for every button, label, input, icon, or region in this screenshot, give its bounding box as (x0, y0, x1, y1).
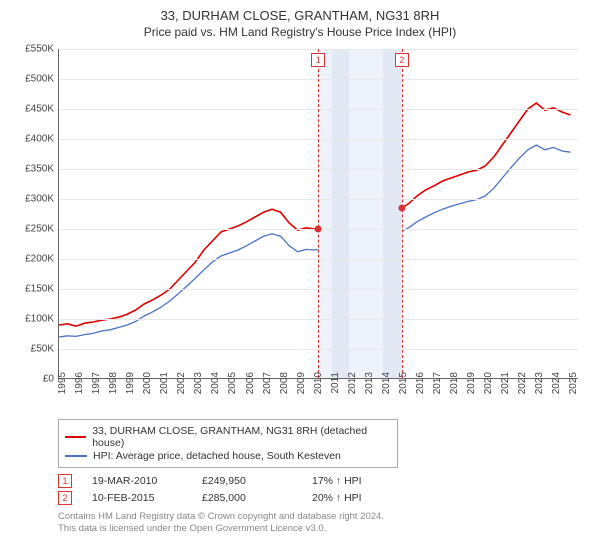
sale-number: 2 (58, 491, 72, 505)
legend-swatch (65, 436, 86, 438)
y-axis-label: £500K (12, 74, 54, 85)
x-axis-label: 2006 (245, 372, 256, 394)
sales-table: 1 19-MAR-2010£249,95017% ↑ HPI 2 10-FEB-201… (58, 474, 588, 505)
legend-label: HPI: Average price, detached house, Sout… (93, 450, 341, 462)
x-axis-label: 2001 (159, 372, 170, 394)
event-line (318, 49, 319, 378)
chart-container: 33, DURHAM CLOSE, GRANTHAM, NG31 8RH Pri… (0, 0, 600, 560)
event-line (402, 49, 403, 378)
x-axis-label: 2024 (551, 372, 562, 394)
x-axis-label: 2013 (364, 372, 375, 394)
y-axis-label: £450K (12, 104, 54, 115)
y-axis-label: £550K (12, 44, 54, 55)
x-axis-label: 2011 (330, 372, 341, 394)
y-axis-label: £400K (12, 134, 54, 145)
chart-subtitle: Price paid vs. HM Land Registry's House … (12, 25, 588, 39)
plot-area: 12 (58, 49, 578, 379)
sale-number: 1 (58, 474, 72, 488)
x-axis-label: 2012 (347, 372, 358, 394)
x-axis-label: 2017 (432, 372, 443, 394)
x-axis-label: 2016 (415, 372, 426, 394)
attribution-line2: This data is licensed under the Open Gov… (58, 523, 588, 535)
legend-item: HPI: Average price, detached house, Sout… (65, 450, 391, 462)
x-axis-label: 2007 (262, 372, 273, 394)
x-axis-label: 2018 (449, 372, 460, 394)
x-axis-label: 1998 (108, 372, 119, 394)
x-axis-label: 2015 (398, 372, 409, 394)
event-dot (398, 205, 405, 212)
x-axis-label: 2003 (193, 372, 204, 394)
attribution: Contains HM Land Registry data © Crown c… (58, 511, 588, 536)
x-axis-label: 2010 (313, 372, 324, 394)
x-axis-label: 2014 (381, 372, 392, 394)
sale-row: 1 19-MAR-2010£249,95017% ↑ HPI (58, 474, 588, 488)
sale-price: £249,950 (202, 475, 312, 487)
sale-delta: 17% ↑ HPI (312, 475, 422, 487)
y-axis-label: £350K (12, 164, 54, 175)
series-line (59, 103, 571, 326)
x-axis-label: 2009 (296, 372, 307, 394)
y-axis-label: £50K (12, 344, 54, 355)
x-axis-label: 2004 (210, 372, 221, 394)
x-axis-label: 2023 (534, 372, 545, 394)
sale-price: £285,000 (202, 492, 312, 504)
sale-delta: 20% ↑ HPI (312, 492, 422, 504)
x-axis-label: 2021 (500, 372, 511, 394)
x-axis-label: 2002 (176, 372, 187, 394)
x-axis-label: 2005 (227, 372, 238, 394)
legend-item: 33, DURHAM CLOSE, GRANTHAM, NG31 8RH (de… (65, 425, 391, 449)
x-axis-label: 1997 (91, 372, 102, 394)
chart-area: 12 £0£50K£100K£150K£200K£250K£300K£350K£… (12, 45, 588, 415)
sale-date: 10-FEB-2015 (92, 492, 202, 504)
x-axis-label: 2008 (279, 372, 290, 394)
event-marker: 1 (311, 53, 325, 67)
legend-swatch (65, 455, 87, 457)
attribution-line1: Contains HM Land Registry data © Crown c… (58, 511, 588, 523)
x-axis-label: 2020 (483, 372, 494, 394)
y-axis-label: £100K (12, 314, 54, 325)
x-axis-label: 2000 (142, 372, 153, 394)
legend: 33, DURHAM CLOSE, GRANTHAM, NG31 8RH (de… (58, 419, 398, 468)
x-axis-label: 1996 (74, 372, 85, 394)
x-axis-label: 1995 (57, 372, 68, 394)
y-axis-label: £150K (12, 284, 54, 295)
y-axis-label: £0 (12, 374, 54, 385)
legend-label: 33, DURHAM CLOSE, GRANTHAM, NG31 8RH (de… (92, 425, 391, 449)
x-axis-label: 2022 (517, 372, 528, 394)
x-axis-label: 1999 (125, 372, 136, 394)
sale-date: 19-MAR-2010 (92, 475, 202, 487)
sale-row: 2 10-FEB-2015£285,00020% ↑ HPI (58, 491, 588, 505)
chart-title: 33, DURHAM CLOSE, GRANTHAM, NG31 8RH (12, 8, 588, 23)
shaded-band (383, 49, 402, 378)
event-marker: 2 (395, 53, 409, 67)
y-axis-label: £300K (12, 194, 54, 205)
series-line (59, 145, 571, 337)
y-axis-label: £250K (12, 224, 54, 235)
y-axis-label: £200K (12, 254, 54, 265)
x-axis-label: 2025 (568, 372, 579, 394)
event-dot (315, 226, 322, 233)
shaded-band (332, 49, 349, 378)
x-axis-label: 2019 (466, 372, 477, 394)
